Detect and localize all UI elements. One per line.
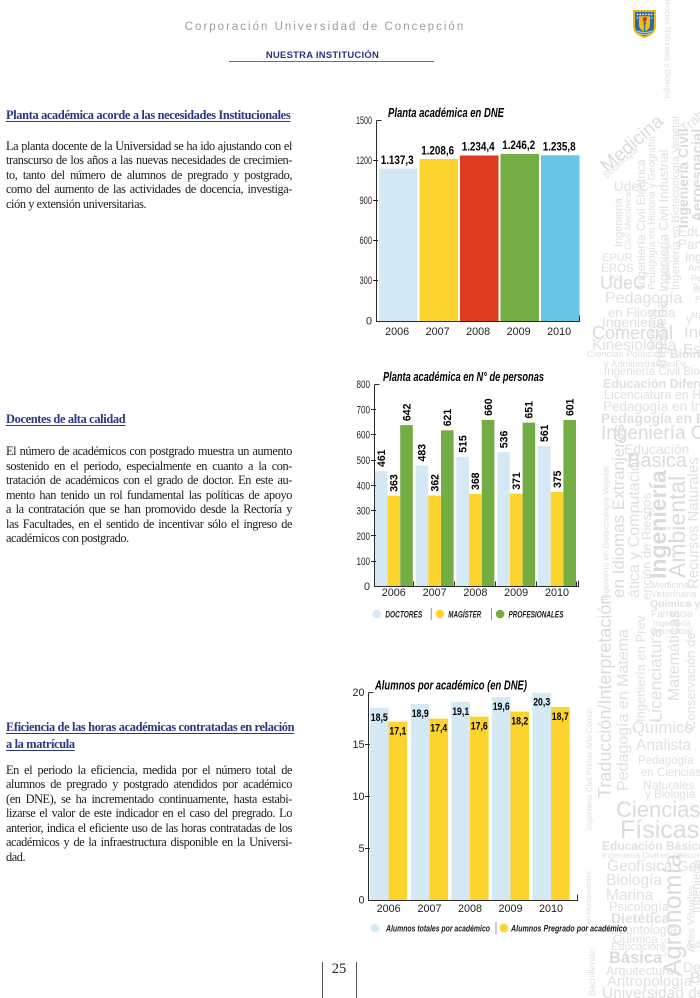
svg-text:200: 200 — [357, 531, 371, 543]
svg-text:2009: 2009 — [507, 326, 531, 338]
svg-text:PROFESIONALES: PROFESIONALES — [509, 610, 565, 620]
svg-text:2010: 2010 — [547, 326, 571, 338]
svg-text:19,6: 19,6 — [493, 701, 510, 713]
svg-text:2009: 2009 — [498, 903, 522, 915]
svg-text:Planta académica en N° de pers: Planta académica en N° de personas — [383, 369, 544, 384]
svg-text:461: 461 — [376, 450, 388, 468]
svg-text:Planta académica en DNE: Planta académica en DNE — [388, 105, 504, 120]
svg-text:1.137,3: 1.137,3 — [381, 153, 414, 167]
svg-text:1.208,6: 1.208,6 — [421, 143, 454, 157]
svg-text:561: 561 — [539, 425, 551, 443]
svg-text:2008: 2008 — [466, 326, 490, 338]
svg-text:362: 362 — [429, 474, 441, 492]
svg-text:371: 371 — [511, 472, 523, 490]
svg-text:300: 300 — [357, 506, 371, 518]
svg-text:20: 20 — [352, 687, 364, 699]
svg-text:15: 15 — [352, 739, 364, 751]
svg-text:515: 515 — [458, 435, 470, 453]
svg-text:0: 0 — [358, 895, 364, 907]
svg-text:1.234,4: 1.234,4 — [462, 140, 495, 154]
svg-text:2007: 2007 — [417, 903, 441, 915]
svg-text:500: 500 — [357, 455, 371, 467]
svg-text:2008: 2008 — [458, 903, 482, 915]
svg-text:20,3: 20,3 — [533, 697, 550, 709]
svg-text:2006: 2006 — [377, 903, 401, 915]
svg-text:18,5: 18,5 — [371, 712, 388, 724]
svg-text:0: 0 — [364, 581, 370, 593]
svg-text:375: 375 — [552, 471, 564, 489]
svg-text:600: 600 — [360, 235, 373, 247]
svg-text:Alumnos totales por académico: Alumnos totales por académico — [385, 924, 490, 934]
svg-text:0: 0 — [366, 316, 372, 328]
svg-text:2010: 2010 — [545, 587, 569, 599]
svg-text:2010: 2010 — [539, 903, 563, 915]
svg-text:300: 300 — [360, 275, 373, 287]
svg-text:17,1: 17,1 — [389, 726, 406, 738]
svg-text:Alumnos Pregrado por académico: Alumnos Pregrado por académico — [510, 924, 627, 934]
svg-text:800: 800 — [357, 379, 371, 391]
svg-text:363: 363 — [389, 474, 401, 492]
svg-text:600: 600 — [357, 430, 371, 442]
svg-text:700: 700 — [357, 404, 371, 416]
svg-text:2006: 2006 — [382, 587, 406, 599]
svg-text:2007: 2007 — [423, 587, 447, 599]
svg-text:368: 368 — [470, 473, 482, 491]
svg-text:483: 483 — [417, 444, 429, 462]
svg-text:1200: 1200 — [356, 155, 372, 167]
svg-text:10: 10 — [352, 791, 364, 803]
svg-text:900: 900 — [360, 195, 373, 207]
svg-text:DOCTORES: DOCTORES — [385, 610, 423, 620]
svg-text:2007: 2007 — [426, 326, 450, 338]
svg-text:660: 660 — [483, 398, 495, 416]
svg-text:17,4: 17,4 — [430, 723, 448, 735]
svg-text:621: 621 — [442, 409, 454, 427]
svg-text:17,6: 17,6 — [471, 721, 488, 733]
svg-text:MAGÍSTER: MAGÍSTER — [448, 610, 481, 620]
svg-text:18,2: 18,2 — [511, 716, 528, 728]
svg-text:18,7: 18,7 — [552, 711, 569, 723]
svg-text:2006: 2006 — [385, 326, 409, 338]
svg-text:651: 651 — [524, 401, 536, 419]
svg-text:601: 601 — [565, 399, 577, 417]
svg-text:400: 400 — [357, 480, 371, 492]
svg-text:Alumnos por académico (en DNE): Alumnos por académico (en DNE) — [374, 677, 527, 692]
svg-text:100: 100 — [357, 556, 371, 568]
svg-text:536: 536 — [498, 431, 510, 449]
svg-text:19,1: 19,1 — [452, 706, 469, 718]
svg-text:1500: 1500 — [356, 115, 372, 127]
svg-text:2009: 2009 — [504, 587, 528, 599]
svg-text:18,9: 18,9 — [412, 708, 429, 720]
svg-text:642: 642 — [401, 404, 413, 422]
svg-text:1.246,2: 1.246,2 — [502, 138, 535, 152]
svg-text:1.235,8: 1.235,8 — [543, 139, 576, 153]
svg-text:5: 5 — [358, 843, 364, 855]
svg-text:2008: 2008 — [463, 587, 487, 599]
